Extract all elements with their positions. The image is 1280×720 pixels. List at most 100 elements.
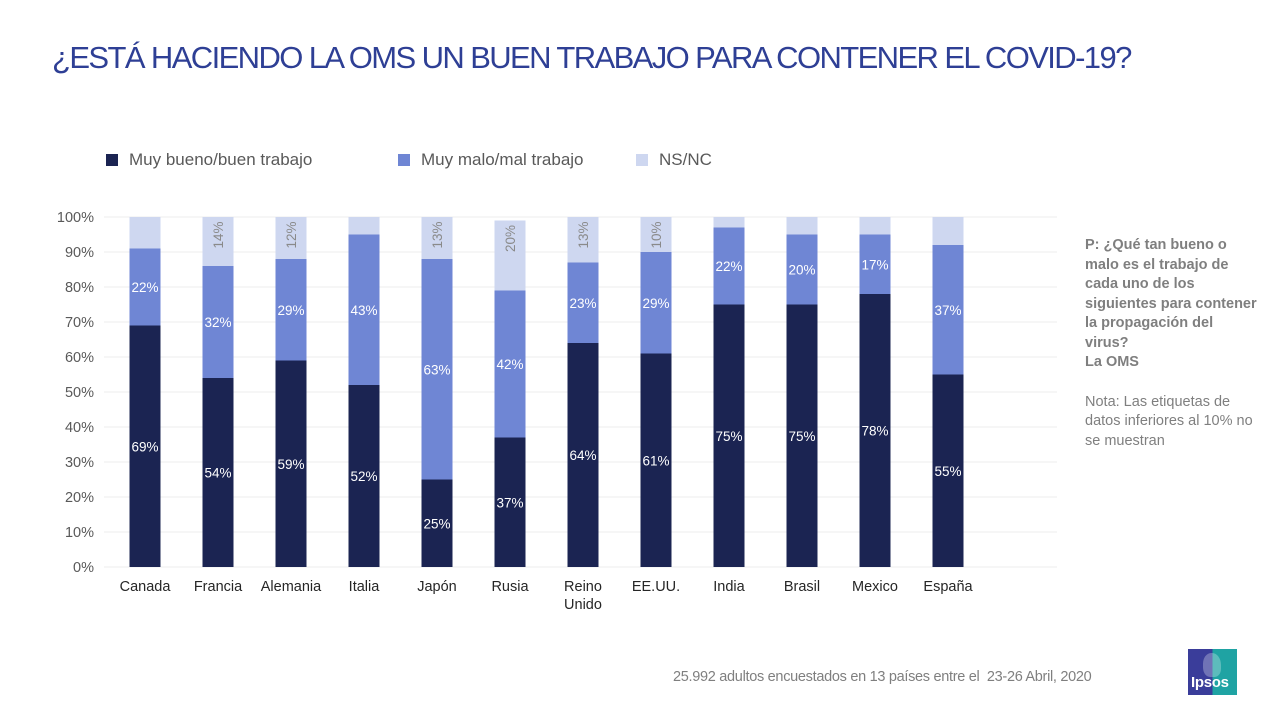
legend-item-good: Muy bueno/buen trabajo — [106, 150, 312, 170]
bar-segment — [713, 227, 745, 305]
bar-segment — [129, 325, 161, 567]
data-label: 59% — [277, 457, 304, 472]
bar-segment — [567, 343, 599, 567]
data-label: 37% — [934, 303, 961, 318]
bar-segment — [275, 259, 307, 361]
data-label-note: Nota: Las etiquetas de datos inferiores … — [1085, 393, 1253, 449]
bar-segment — [421, 259, 453, 480]
bar-segment — [129, 248, 161, 326]
y-tick-label: 80% — [65, 280, 94, 296]
bar-segment — [494, 290, 526, 438]
data-label: 12% — [284, 221, 299, 248]
y-tick-label: 10% — [65, 525, 94, 541]
bar-segment — [567, 262, 599, 343]
data-label: 64% — [569, 448, 596, 463]
page-title: ¿ESTÁ HACIENDO LA OMS UN BUEN TRABAJO PA… — [52, 40, 1132, 75]
bar-segment — [786, 234, 818, 305]
logo-head-icon — [1203, 653, 1221, 677]
legend-swatch-good — [106, 154, 118, 166]
bar-segment — [348, 385, 380, 567]
y-tick-label: 30% — [65, 455, 94, 471]
x-tick-label: España — [923, 579, 973, 595]
bar-segment — [932, 245, 964, 375]
y-tick-label: 70% — [65, 315, 94, 331]
x-tick-label: Reino — [564, 579, 602, 595]
legend-label-nsnc: NS/NC — [659, 150, 712, 169]
x-tick-label: Canada — [120, 579, 172, 595]
legend-item-bad: Muy malo/mal trabajo — [398, 150, 584, 170]
data-label: 23% — [569, 296, 596, 311]
legend-label-good: Muy bueno/buen trabajo — [129, 150, 313, 169]
bar-segment — [129, 217, 161, 249]
legend-swatch-bad — [398, 154, 410, 166]
data-label: 14% — [211, 221, 226, 248]
data-label: 17% — [861, 257, 888, 272]
bar-segment — [713, 304, 745, 567]
data-label: 54% — [204, 466, 231, 481]
legend-label-bad: Muy malo/mal trabajo — [421, 150, 584, 169]
y-tick-label: 100% — [57, 210, 94, 226]
data-label: 10% — [649, 221, 664, 248]
x-tick-label: Alemania — [261, 579, 322, 595]
y-tick-label: 60% — [65, 350, 94, 366]
data-label: 61% — [642, 453, 669, 468]
data-label: 75% — [715, 429, 742, 444]
data-label: 55% — [934, 464, 961, 479]
bar-segment — [202, 266, 234, 378]
bar-segment — [275, 360, 307, 567]
data-label: 29% — [642, 296, 669, 311]
data-label: 13% — [576, 221, 591, 248]
logo-text: Ipsos — [1191, 674, 1229, 691]
y-tick-label: 20% — [65, 490, 94, 506]
bar-segment — [567, 217, 599, 263]
legend-swatch-nsnc — [636, 154, 648, 166]
x-tick-label: Italia — [349, 579, 381, 595]
data-label: 20% — [788, 263, 815, 278]
data-label: 20% — [503, 225, 518, 252]
x-tick-label: EE.UU. — [632, 579, 680, 595]
data-label: 25% — [423, 516, 450, 531]
bar-segment — [202, 217, 234, 266]
bar-segment — [859, 234, 891, 294]
bar-segment — [640, 353, 672, 567]
x-tick-label: Japón — [417, 579, 457, 595]
bar-segment — [786, 217, 818, 235]
bar-segment — [494, 437, 526, 567]
data-label: 63% — [423, 362, 450, 377]
data-label: 43% — [350, 303, 377, 318]
bar-segment — [713, 217, 745, 228]
y-tick-label: 90% — [65, 245, 94, 261]
data-label: 29% — [277, 303, 304, 318]
data-label: 42% — [496, 357, 523, 372]
bar-segment — [786, 304, 818, 567]
bar-segment — [640, 252, 672, 354]
side-note: P: ¿Qué tan bueno o malo es el trabajo d… — [1085, 236, 1260, 451]
x-tick-label: Rusia — [491, 579, 529, 595]
data-label: 13% — [430, 221, 445, 248]
data-label: 69% — [131, 439, 158, 454]
x-tick-label: Francia — [194, 579, 243, 595]
bar-segment — [421, 479, 453, 567]
x-tick-label: India — [713, 579, 745, 595]
data-label: 22% — [131, 280, 158, 295]
data-label: 52% — [350, 469, 377, 484]
bar-segment — [348, 234, 380, 385]
y-tick-label: 0% — [73, 560, 94, 576]
bar-segment — [932, 217, 964, 245]
x-tick-label: Mexico — [852, 579, 898, 595]
bar-segment — [494, 220, 526, 291]
bar-segment — [348, 217, 380, 235]
bar-segment — [202, 378, 234, 567]
legend-item-nsnc: NS/NC — [636, 150, 712, 170]
survey-question: P: ¿Qué tan bueno o malo es el trabajo d… — [1085, 237, 1257, 370]
data-label: 22% — [715, 259, 742, 274]
x-tick-label: Unido — [564, 597, 602, 613]
survey-footnote: 25.992 adultos encuestados en 13 países … — [673, 669, 1092, 685]
bar-segment — [932, 374, 964, 567]
data-label: 75% — [788, 429, 815, 444]
bar-segment — [421, 217, 453, 259]
bar-segment — [640, 217, 672, 252]
y-tick-label: 50% — [65, 385, 94, 401]
ipsos-logo: Ipsos — [1188, 649, 1237, 695]
data-label: 32% — [204, 315, 231, 330]
